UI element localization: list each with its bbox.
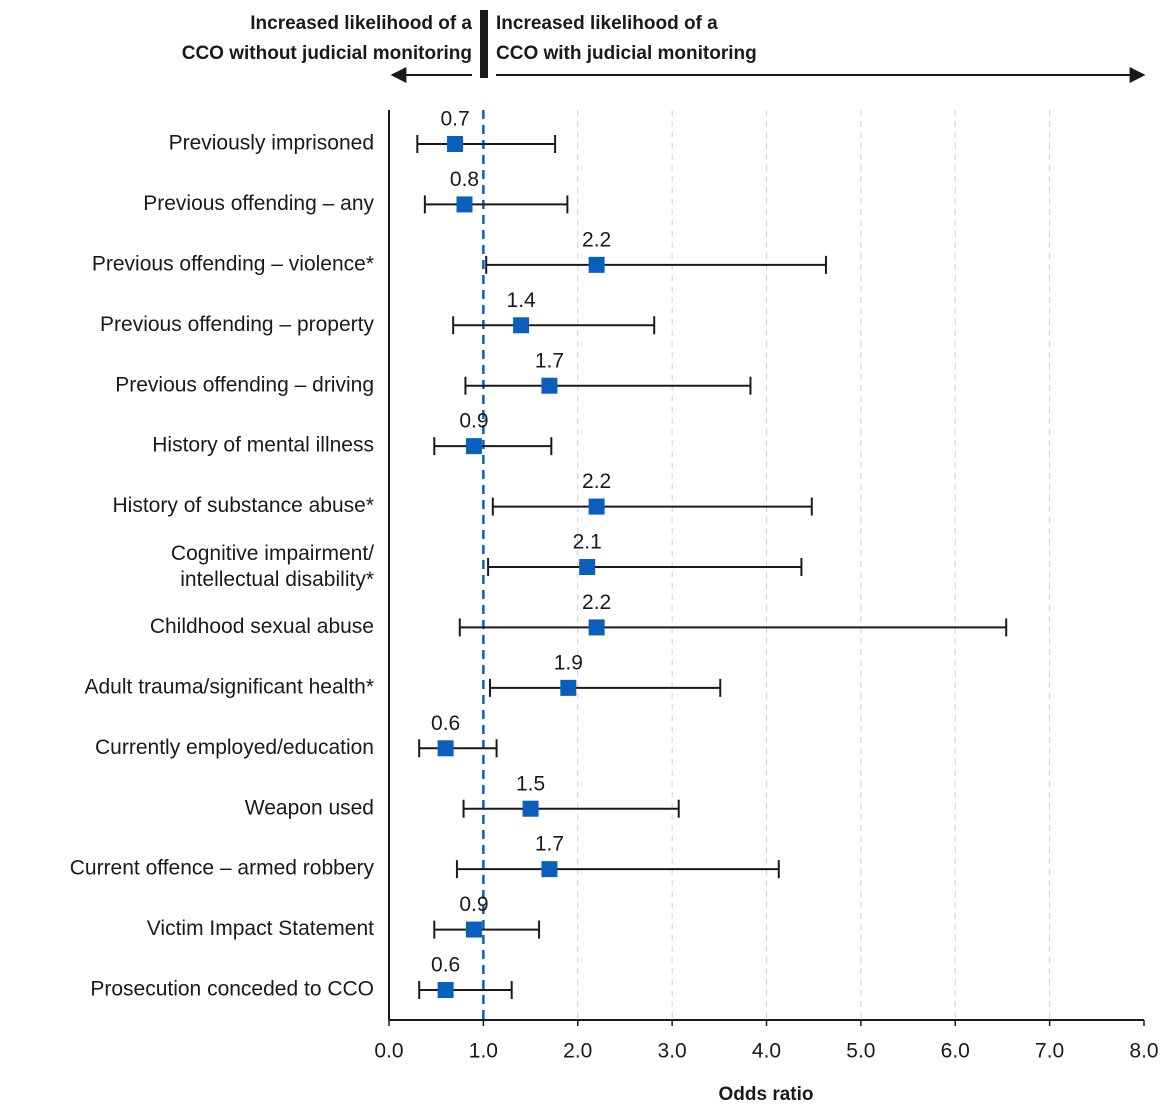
value-label: 0.9 (459, 410, 488, 433)
value-label: 2.2 (582, 228, 611, 251)
point (560, 679, 577, 696)
x-tick-label: 2.0 (563, 1040, 592, 1063)
point (456, 196, 473, 213)
category-label: Cognitive impairment/intellectual disabi… (171, 542, 374, 591)
point (437, 740, 454, 757)
x-tick-label: 5.0 (846, 1040, 875, 1063)
point (579, 559, 596, 575)
divider (480, 10, 488, 78)
x-tick-label: 1.0 (469, 1040, 498, 1063)
value-label: 2.2 (582, 470, 611, 493)
point (447, 136, 464, 152)
annotation: Increased likelihood of a (496, 13, 718, 34)
annotation: Increased likelihood of a (250, 13, 472, 34)
x-tick-label: 3.0 (658, 1040, 687, 1063)
value-label: 2.2 (582, 591, 611, 614)
value-label: 0.7 (440, 108, 469, 131)
x-tick-label: 8.0 (1129, 1040, 1158, 1063)
category-label: Adult trauma/significant health* (85, 675, 375, 698)
point (588, 498, 605, 515)
value-label: 1.7 (535, 349, 564, 372)
x-tick-label: 7.0 (1035, 1040, 1064, 1063)
category-label: Victim Impact Statement (147, 917, 374, 940)
x-tick-label: 0.0 (374, 1040, 403, 1063)
annotation: CCO without judicial monitoring (182, 43, 472, 64)
category-label: Previous offending – property (100, 313, 374, 336)
point (437, 982, 454, 998)
value-label: 1.4 (507, 289, 537, 312)
x-tick-label: 6.0 (941, 1040, 970, 1063)
x-tick-label: 4.0 (752, 1040, 781, 1063)
category-label: Previous offending – violence* (92, 252, 374, 275)
category-label: History of mental illness (152, 434, 374, 457)
point (588, 256, 605, 273)
point (465, 438, 482, 455)
category-label: Childhood sexual abuse (150, 615, 374, 638)
category-label: Current offence – armed robbery (70, 857, 375, 880)
value-label: 0.9 (459, 893, 488, 916)
point (522, 800, 539, 817)
x-axis-title: Odds ratio (718, 1084, 813, 1105)
category-label: Previously imprisoned (169, 132, 374, 155)
point (513, 317, 530, 334)
value-label: 0.8 (450, 168, 479, 191)
value-label: 0.6 (431, 954, 460, 977)
value-label: 2.1 (573, 531, 602, 554)
category-label: Previous offending – any (143, 192, 374, 215)
point (588, 619, 605, 636)
value-label: 1.9 (554, 651, 583, 674)
value-label: 1.7 (535, 833, 564, 856)
category-label: Weapon used (245, 796, 374, 819)
category-label: History of substance abuse* (113, 494, 374, 517)
value-label: 1.5 (516, 772, 545, 795)
category-label: Currently employed/education (95, 736, 374, 759)
category-label: Previous offending – driving (115, 373, 374, 396)
value-label: 0.6 (431, 712, 460, 735)
annotation: CCO with judicial monitoring (496, 43, 757, 64)
category-label: Prosecution conceded to CCO (90, 978, 374, 1001)
point (541, 377, 558, 394)
point (465, 921, 482, 938)
point (541, 861, 558, 878)
